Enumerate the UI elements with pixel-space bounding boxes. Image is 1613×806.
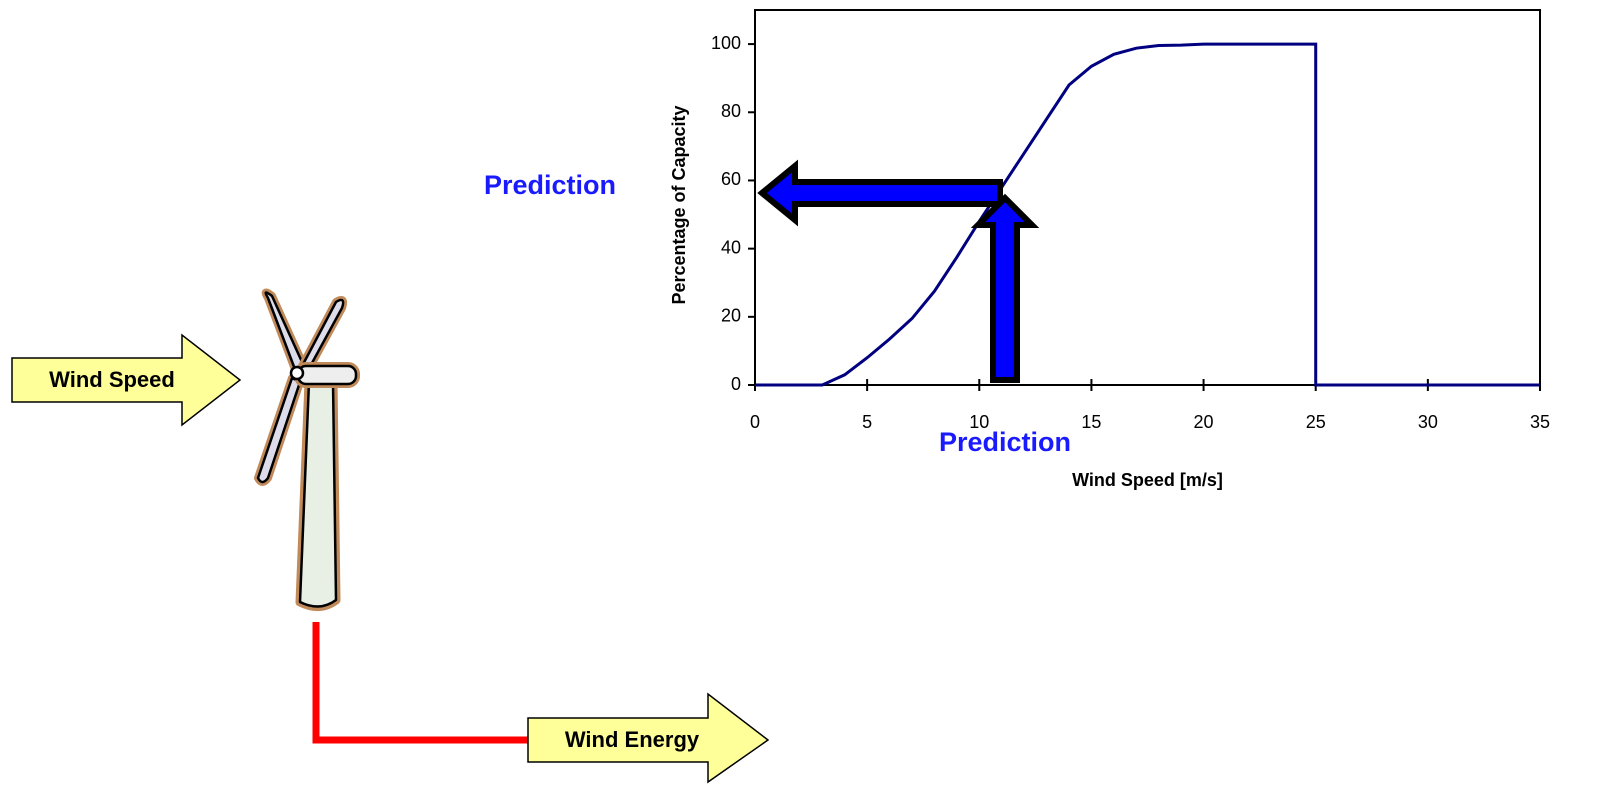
x-tick-label: 35	[1530, 412, 1550, 432]
y-axis-label: Percentage of Capacity	[669, 105, 689, 304]
x-tick-label: 5	[862, 412, 872, 432]
x-tick-label: 30	[1418, 412, 1438, 432]
y-tick-label: 100	[711, 33, 741, 53]
prediction-label: Prediction	[484, 170, 616, 200]
slide: Wind Speed Wind Energy Prediction 0 20 40 6…	[0, 0, 1613, 806]
y-tick-label: 0	[731, 374, 741, 394]
x-tick-label: 0	[750, 412, 760, 432]
y-tick-label: 20	[721, 306, 741, 326]
output-label: Wind Energy	[565, 727, 700, 752]
prediction-arrow-up	[978, 198, 1032, 380]
prediction-arrow-left	[762, 166, 1000, 220]
input-label: Wind Speed	[49, 367, 175, 392]
x-tick-label: 15	[1081, 412, 1101, 432]
x-tick-label: 25	[1306, 412, 1326, 432]
data-line	[755, 44, 1540, 385]
y-tick-label: 60	[721, 169, 741, 189]
energy-line	[316, 622, 530, 740]
x-tick-label: 20	[1194, 412, 1214, 432]
prediction-label: Prediction	[939, 427, 1071, 457]
x-axis-label: Wind Speed [m/s]	[1072, 470, 1223, 490]
y-tick-label: 40	[721, 237, 741, 257]
wind-turbine	[258, 292, 356, 606]
page: Wind Speed Wind Energy Prediction 0 20 40 6…	[0, 0, 1613, 806]
y-tick-label: 80	[721, 101, 741, 121]
